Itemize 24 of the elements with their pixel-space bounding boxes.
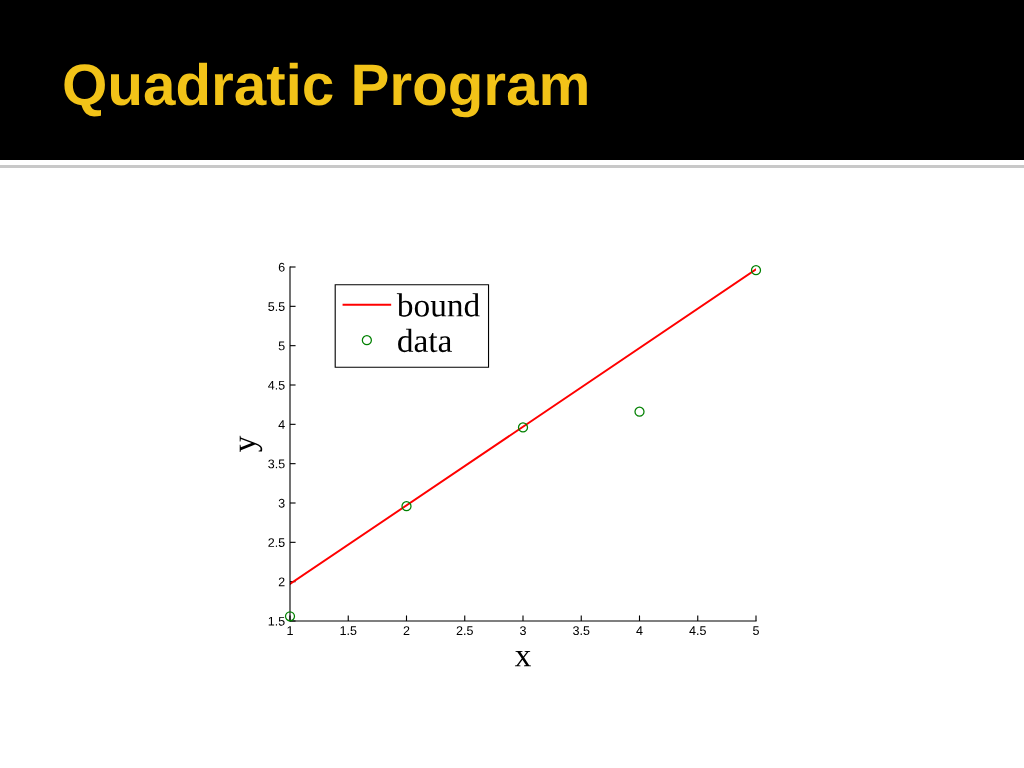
x-axis-title: x	[514, 650, 531, 667]
x-tick-label: 1.5	[340, 626, 357, 636]
y-axis-title: y	[239, 435, 263, 452]
x-tick-label: 3.5	[573, 626, 590, 636]
legend-label: bound	[396, 293, 480, 317]
x-tick-label: 4.5	[689, 626, 706, 636]
y-tick-label: 1.5	[268, 616, 285, 626]
y-tick-label: 5.5	[268, 302, 285, 311]
y-tick-label: 5	[278, 341, 285, 351]
y-tick-label: 3	[278, 498, 285, 508]
y-tick-label: 6	[278, 262, 285, 272]
y-tick-label: 4.5	[268, 380, 285, 390]
y-tick-label: 4	[278, 420, 285, 429]
x-tick-label: 2.5	[456, 626, 473, 636]
x-tick-label: 5	[753, 626, 759, 636]
x-tick-label: 4	[636, 626, 643, 635]
y-tick-label: 3.5	[268, 459, 285, 469]
legend-label: data	[398, 328, 452, 353]
y-tick-label: 2	[278, 577, 285, 587]
x-tick-label: 2	[403, 626, 410, 635]
chart-title: Quadratic Program	[64, 62, 587, 118]
x-tick-label: 1	[287, 626, 293, 635]
y-tick-label: 2.5	[268, 538, 285, 547]
x-tick-label: 3	[520, 626, 526, 636]
